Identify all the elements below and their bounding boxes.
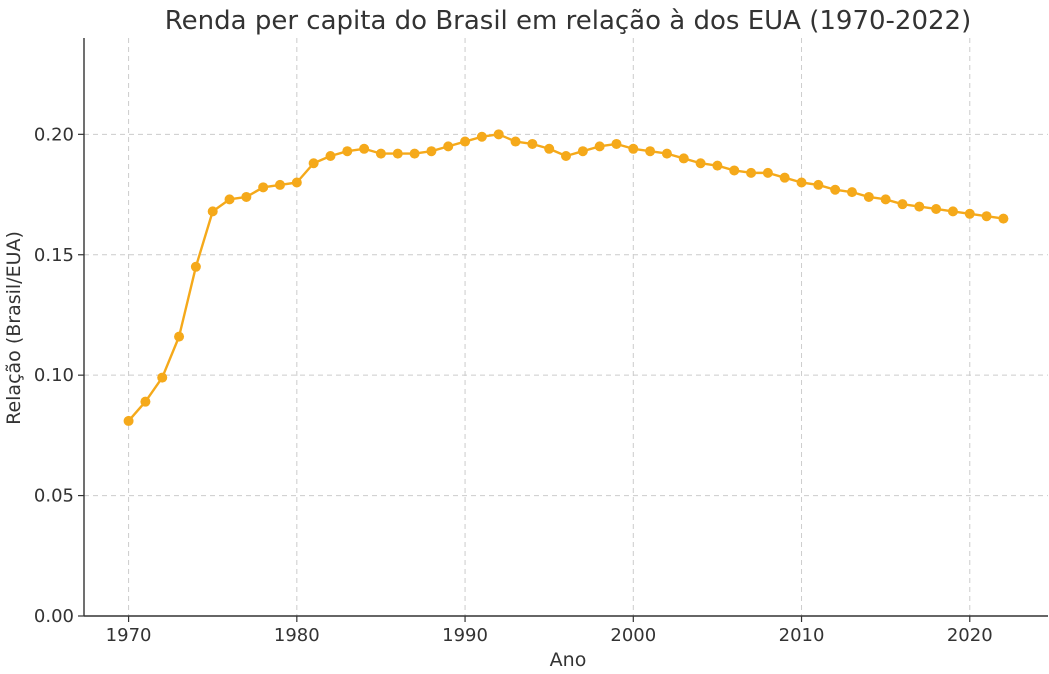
data-point (863, 191, 874, 202)
data-point (476, 131, 487, 142)
data-point (325, 151, 336, 162)
data-point (847, 187, 858, 198)
data-point (594, 141, 605, 152)
data-point (409, 148, 420, 159)
data-point (392, 148, 403, 159)
data-point (981, 211, 992, 222)
data-point (964, 208, 975, 219)
y-axis-label: Relação (Brasil/EUA) (3, 231, 25, 425)
y-tick-label: 0.20 (34, 124, 74, 145)
data-point (998, 213, 1009, 224)
data-point (274, 179, 285, 190)
data-point (628, 143, 639, 154)
data-point (426, 146, 437, 157)
data-point (291, 177, 302, 188)
data-point (493, 129, 504, 140)
data-point (561, 151, 571, 162)
grid (84, 38, 1048, 617)
data-point (931, 203, 942, 214)
y-tick-label: 0.10 (34, 365, 74, 386)
y-tick-label: 0.05 (34, 486, 74, 507)
data-point (224, 194, 235, 205)
data-point (762, 167, 773, 178)
data-point (796, 177, 807, 188)
axes (83, 38, 1048, 617)
x-tick-label: 1980 (274, 625, 320, 646)
data-point (645, 146, 656, 157)
y-axis-ticks: 0.00 0.05 0.10 0.15 0.20 (34, 124, 84, 627)
data-point (140, 396, 151, 407)
x-tick-label: 2020 (947, 625, 993, 646)
data-point (897, 199, 908, 210)
chart-title: Renda per capita do Brasil em relação à … (165, 6, 971, 36)
data-point (830, 184, 841, 195)
series-group (123, 129, 1009, 426)
x-axis-ticks: 1970 1980 1990 2000 2010 2020 (106, 616, 993, 646)
data-point (207, 206, 218, 217)
data-point (443, 141, 454, 152)
x-axis-label: Ano (550, 649, 587, 671)
data-point (123, 415, 134, 426)
data-point (779, 172, 790, 183)
y-tick-label: 0.15 (34, 245, 74, 266)
x-tick-label: 2000 (610, 625, 656, 646)
data-point (746, 167, 757, 178)
x-tick-label: 1970 (106, 625, 152, 646)
data-point (544, 143, 555, 154)
data-point (695, 158, 706, 169)
data-point (661, 148, 672, 159)
data-point (729, 165, 740, 176)
data-point (510, 136, 521, 147)
data-point (174, 331, 185, 342)
data-point (308, 158, 319, 169)
data-point (611, 138, 622, 149)
data-point (947, 206, 958, 217)
data-point (375, 148, 386, 159)
x-tick-label: 2010 (779, 625, 825, 646)
data-point (258, 182, 269, 193)
data-point (241, 191, 252, 202)
data-point (914, 201, 925, 212)
data-point (359, 143, 370, 154)
data-point (813, 179, 824, 190)
data-point (527, 138, 538, 149)
data-point (880, 194, 891, 205)
data-point (712, 160, 723, 171)
data-point (460, 136, 471, 147)
y-tick-label: 0.00 (34, 606, 74, 627)
data-point (577, 146, 588, 157)
data-point (190, 261, 201, 272)
data-point (678, 153, 689, 164)
data-point (157, 372, 168, 383)
series-line (127, 133, 1004, 422)
data-point (342, 146, 353, 157)
x-tick-label: 1990 (442, 625, 488, 646)
